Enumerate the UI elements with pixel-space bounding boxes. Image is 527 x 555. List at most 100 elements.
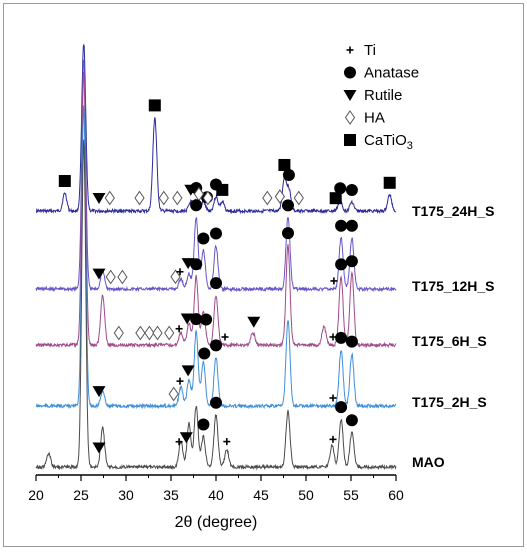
marker-circle-2-0	[190, 258, 203, 271]
marker-plus-3-0	[176, 377, 184, 385]
marker-circle-3-3	[335, 331, 348, 344]
marker-triangle-down-3-1	[181, 365, 195, 377]
marker-plus-2-1	[221, 333, 229, 341]
marker-circle-2-5	[345, 255, 358, 268]
marker-plus-4-1	[223, 438, 231, 446]
series-line-1	[35, 59, 397, 293]
marker-diamond-open-1-1	[117, 269, 128, 285]
legend-label-0: Ti	[364, 42, 376, 59]
marker-plus-3-1	[329, 394, 337, 402]
x-tick-label-8: 60	[388, 487, 404, 503]
marker-plus-1-1	[330, 277, 338, 285]
marker-diamond-open-0-6	[262, 190, 273, 206]
marker-circle-1-0	[190, 199, 203, 212]
figure-frame	[3, 3, 524, 547]
marker-diamond-open-2-1	[135, 325, 146, 341]
marker-circle-0-5	[345, 184, 358, 196]
legend-label-1: Anatase	[364, 65, 419, 82]
marker-circle-0-3	[282, 168, 295, 181]
marker-circle-2-4	[335, 258, 348, 271]
legend-label-3: HA	[364, 110, 385, 127]
series-label-0: T175_24H_S	[412, 203, 495, 219]
marker-square-0-3	[278, 158, 291, 171]
series-line-2	[35, 71, 397, 349]
marker-triangle-down-4-1	[179, 432, 193, 444]
marker-circle-2-1	[200, 313, 213, 326]
series-line-0	[35, 44, 397, 215]
marker-circle-1-2	[210, 227, 222, 240]
x-tick-label-6: 50	[298, 487, 314, 503]
marker-diamond-open-0-8	[293, 190, 304, 206]
x-tick-label-0: 20	[28, 487, 44, 503]
series-line-4	[35, 139, 397, 471]
marker-diamond-open-0-2	[158, 190, 169, 206]
marker-diamond-open-0-1	[134, 190, 145, 206]
marker-circle-4-3	[345, 414, 358, 427]
marker-square-0-1	[148, 99, 161, 112]
series-label-1: T175_12H_S	[412, 278, 495, 294]
x-tick-label-1: 25	[73, 487, 89, 503]
x-tick-label-2: 30	[118, 487, 134, 503]
legend-symbol-square	[344, 134, 356, 146]
marker-circle-4-1	[210, 396, 222, 409]
series-label-4: MAO	[412, 454, 445, 470]
marker-circle-0-2	[210, 178, 222, 191]
marker-diamond-open-0-3	[172, 190, 183, 206]
series-label-2: T175_6H_S	[412, 333, 487, 349]
marker-diamond-open-2-0	[113, 325, 124, 341]
series-layer	[35, 44, 397, 471]
marker-diamond-open-2-4	[164, 325, 175, 341]
marker-triangle-down-2-0	[180, 313, 194, 325]
marker-diamond-open-0-7	[274, 189, 286, 204]
legend-label-2: Rutile	[364, 87, 402, 104]
marker-circle-3-4	[345, 335, 358, 348]
marker-diamond-open-1-2	[170, 269, 181, 285]
marker-diamond-open-2-2	[144, 325, 155, 341]
marker-triangle-down-0-1	[184, 184, 198, 196]
marker-plus-4-0	[175, 438, 183, 446]
series-line-3	[35, 105, 397, 410]
marker-circle-4-2	[335, 401, 348, 414]
marker-square-0-4	[329, 192, 342, 205]
marker-diamond-open-3-0	[168, 386, 179, 402]
marker-circle-1-1	[197, 232, 210, 245]
marker-triangle-down-1-0	[92, 268, 106, 280]
marker-circle-3-2	[210, 339, 222, 352]
marker-triangle-down-2-1	[247, 316, 261, 328]
marker-circle-1-3	[282, 199, 294, 212]
series-labels: T175_24H_S T175_12H_S T175_6H_S T175_2H_S MA…	[412, 203, 495, 470]
marker-diamond-open-2-3	[152, 325, 163, 341]
marker-plus-2-0	[175, 325, 183, 333]
marker-diamond-open-1-0	[105, 269, 116, 285]
x-tick-label-4: 40	[208, 487, 224, 503]
marker-square-0-0	[58, 175, 71, 187]
marker-circle-3-1	[198, 347, 211, 360]
marker-circle-3-0	[190, 313, 203, 326]
marker-layer	[58, 99, 396, 454]
marker-square-0-5	[383, 176, 396, 189]
marker-triangle-down-0-0	[92, 193, 106, 204]
x-tick-label-7: 55	[343, 487, 359, 503]
marker-plus-4-2	[329, 435, 337, 443]
legend-symbol-diamond-open	[344, 110, 356, 125]
marker-triangle-down-4-0	[92, 442, 106, 454]
marker-plus-1-0	[176, 268, 184, 276]
x-axis: 20 25 30 35 40 45 50 55 60 2θ (degree)	[28, 474, 404, 531]
x-tick-label-3: 35	[163, 487, 179, 503]
marker-circle-2-2	[210, 277, 222, 290]
marker-circle-2-3	[282, 227, 294, 240]
series-label-3: T175_2H_S	[412, 394, 487, 410]
legend-symbol-triangle-down	[343, 90, 357, 101]
marker-diamond-open-0-0	[104, 190, 115, 206]
legend: Ti Anatase Rutile HA CaTiO3	[343, 42, 419, 152]
marker-triangle-down-3-0	[92, 386, 106, 398]
marker-circle-1-5	[345, 219, 358, 232]
legend-symbol-circle	[344, 66, 356, 79]
marker-circle-0-4	[334, 182, 347, 195]
legend-symbol-plus	[346, 46, 354, 54]
marker-circle-1-4	[335, 219, 348, 232]
x-axis-label: 2θ (degree)	[175, 514, 258, 531]
marker-circle-4-0	[197, 418, 210, 431]
